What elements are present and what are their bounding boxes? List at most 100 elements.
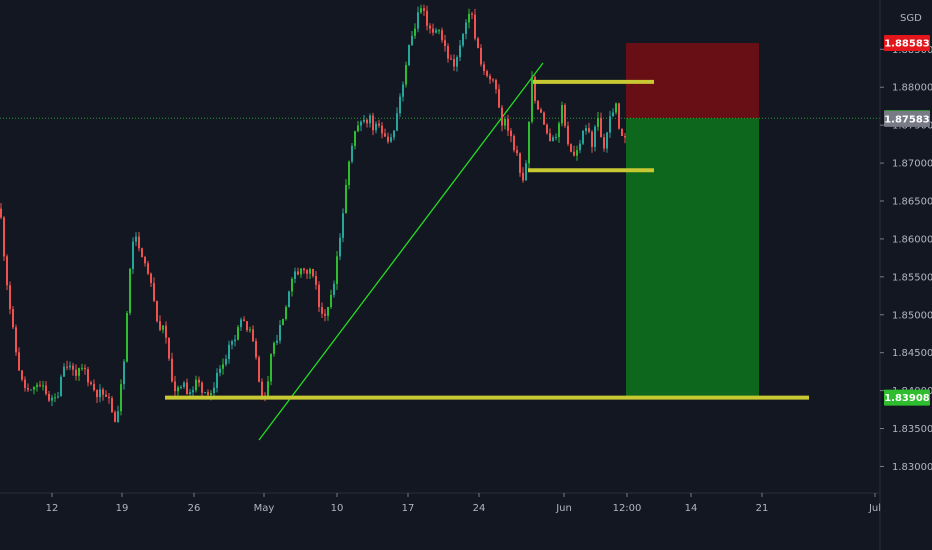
candle-body (360, 121, 362, 126)
candle-body (213, 387, 215, 394)
candle-body (420, 8, 422, 13)
candle-body (483, 64, 485, 72)
candle-body (60, 376, 62, 397)
candle-body (174, 381, 176, 392)
candle-body (408, 45, 410, 66)
candle-body (204, 392, 206, 394)
candle-body (45, 385, 47, 394)
candle-body (93, 383, 95, 391)
candle-body (399, 96, 401, 114)
candle-body (207, 392, 209, 395)
candle-body (183, 382, 185, 387)
candle-body (378, 123, 380, 126)
candle-body (501, 107, 503, 126)
candle-body (144, 257, 146, 264)
candle-body (522, 172, 524, 181)
candle-body (195, 379, 197, 391)
candle-body (417, 12, 419, 29)
candle-body (72, 365, 74, 370)
candle-body (348, 161, 350, 186)
candle-body (147, 263, 149, 274)
candle-body (510, 130, 512, 137)
candle-body (285, 307, 287, 320)
candle-body (105, 394, 107, 397)
candle-body (519, 153, 521, 173)
y-tick-label: 1.86500 (892, 196, 932, 207)
candle-body (387, 136, 389, 142)
candle-body (354, 131, 356, 146)
candle-body (6, 256, 8, 286)
candle-body (525, 163, 527, 181)
candle-body (3, 217, 5, 257)
candle-body (324, 313, 326, 316)
candle-body (84, 367, 86, 370)
candle-body (120, 384, 122, 412)
candle-body (99, 389, 101, 398)
candle-body (336, 256, 338, 284)
candle-body (42, 385, 44, 387)
candle-body (609, 116, 611, 133)
price-tag-bid (884, 110, 930, 127)
candle-body (585, 128, 587, 132)
candle-body (132, 241, 134, 269)
candle-body (456, 57, 458, 67)
candle-body (429, 25, 431, 29)
x-tick-label: Jul (868, 503, 881, 514)
candle-body (516, 150, 518, 154)
candle-body (390, 137, 392, 142)
candle-body (21, 370, 23, 380)
candle-body (321, 307, 323, 314)
candle-body (87, 369, 89, 383)
candle-body (237, 327, 239, 340)
candle-body (474, 14, 476, 39)
candle-body (327, 307, 329, 316)
candle-body (279, 325, 281, 341)
candle-body (210, 393, 212, 395)
y-tick-label: 1.83000 (892, 462, 932, 473)
x-tick-label: 12:00 (613, 503, 642, 514)
candle-body (228, 344, 230, 360)
x-tick-label: Jun (555, 503, 572, 514)
candle-body (552, 137, 554, 141)
time-axis[interactable]: 12 19 26 May 10 17 24 Jun 12:00 14 21 Jul (0, 492, 881, 514)
candle-body (216, 372, 218, 388)
candle-body (267, 381, 269, 398)
candle-body (108, 396, 110, 399)
x-tick-label: 10 (331, 503, 344, 514)
candle-body (159, 321, 161, 330)
candle-body (555, 137, 557, 139)
candle-body (12, 309, 14, 328)
candle-body (315, 276, 317, 285)
candle-body (444, 40, 446, 47)
price-tag-label-bid: 1.87583 (884, 114, 930, 125)
candle-body (447, 46, 449, 59)
candle-body (0, 208, 2, 218)
candle-body (372, 115, 374, 131)
candle-body (222, 364, 224, 369)
candle-body (498, 89, 500, 108)
candle-body (591, 131, 593, 147)
candle-body (405, 65, 407, 85)
candle-body (294, 271, 296, 279)
candle-body (537, 100, 539, 110)
y-tick-label: 1.87000 (892, 159, 932, 170)
overlay-lines (165, 79, 809, 400)
candle-body (303, 268, 305, 271)
candle-body (198, 379, 200, 383)
candle-body (168, 337, 170, 359)
candle-body (612, 112, 614, 117)
x-tick-label: May (254, 503, 275, 514)
y-tick-label: 1.85500 (892, 272, 932, 283)
candle-body (384, 133, 386, 137)
candle-body (27, 388, 29, 390)
candle-body (261, 381, 263, 396)
candle-body (369, 115, 371, 124)
candle-body (273, 342, 275, 354)
y-tick-label: 1.84500 (892, 348, 932, 359)
candle-body (528, 121, 530, 164)
candle-body (465, 22, 467, 35)
